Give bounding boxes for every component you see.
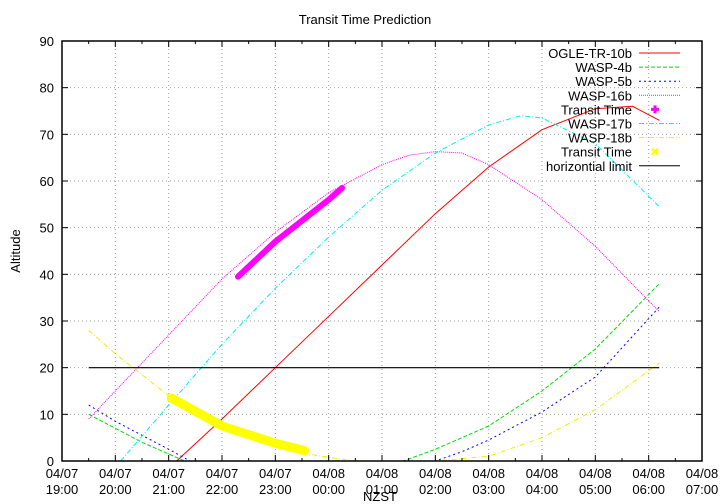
y-tick-label: 70 (40, 127, 54, 142)
plus-marker-icon (651, 105, 659, 114)
x-tick-date: 04/07 (152, 466, 185, 481)
y-tick-label: 40 (40, 267, 54, 282)
x-tick-time: 05:00 (579, 482, 612, 497)
x-tick-time: 01:00 (366, 482, 399, 497)
x-tick-time: 03:00 (472, 482, 505, 497)
x-tick-time: 02:00 (419, 482, 452, 497)
x-tick-date: 04/08 (526, 466, 559, 481)
legend-label: WASP-17b (568, 117, 632, 132)
x-tick-time: 23:00 (259, 482, 292, 497)
x-tick-time: 20:00 (99, 482, 132, 497)
x-tick-date: 04/08 (686, 466, 719, 481)
y-tick-label: 80 (40, 81, 54, 96)
y-tick-label: 60 (40, 174, 54, 189)
transit-wasp-16b (235, 185, 345, 280)
x-tick-date: 04/08 (472, 466, 505, 481)
x-tick-time: 21:00 (152, 482, 185, 497)
legend-label: WASP-18b (568, 131, 632, 146)
y-axis-label: Altitude (8, 229, 23, 272)
series-wasp-16b (88, 151, 660, 420)
x-tick-date: 04/07 (206, 466, 239, 481)
y-tick-label: 50 (40, 221, 54, 236)
series-wasp-17b (120, 115, 660, 462)
legend-label: Transit Time (561, 102, 632, 117)
series-wasp-5b (88, 306, 660, 462)
x-tick-date: 04/08 (632, 466, 665, 481)
transit-layer (166, 185, 345, 456)
x-tick-date: 04/08 (366, 466, 399, 481)
x-tick-time: 00:00 (312, 482, 345, 497)
x-tick-date: 04/07 (259, 466, 292, 481)
x-tick-time: 04:00 (526, 482, 559, 497)
x-tick-date: 04/07 (46, 466, 79, 481)
legend-label: OGLE-TR-10b (548, 46, 632, 61)
x-tick-time: 07:00 (686, 482, 719, 497)
series-ogle-tr-10b (176, 105, 660, 462)
y-tick-label: 30 (40, 314, 54, 329)
legend-label: WASP-5b (575, 74, 632, 89)
chart-title: Transit Time Prediction (299, 12, 431, 27)
x-tick-date: 04/08 (312, 466, 345, 481)
x-axis-label: NZST (363, 489, 397, 504)
cross-marker-icon (651, 147, 659, 156)
x-axis-ticks: 04/0719:0004/0720:0004/0721:0004/0722:00… (46, 41, 719, 497)
legend-label: WASP-4b (575, 60, 632, 75)
y-tick-label: 90 (40, 34, 54, 49)
series-wasp-4b (88, 283, 660, 462)
x-tick-time: 19:00 (46, 482, 79, 497)
x-tick-date: 04/08 (579, 466, 612, 481)
y-tick-label: 20 (40, 361, 54, 376)
y-tick-label: 0 (47, 454, 54, 469)
x-tick-time: 22:00 (206, 482, 239, 497)
x-tick-date: 04/07 (99, 466, 132, 481)
legend-label: horizontial limit (546, 159, 632, 174)
transit-wasp-18b (166, 393, 310, 456)
legend-label: Transit Time (561, 145, 632, 160)
legend-label: WASP-16b (568, 88, 632, 103)
legend: OGLE-TR-10bWASP-4bWASP-5bWASP-16bTransit… (546, 46, 680, 174)
x-tick-date: 04/08 (419, 466, 452, 481)
x-tick-time: 06:00 (632, 482, 665, 497)
y-axis-ticks: 0 10 20 30 40 50 60 70 80 90 (40, 34, 702, 469)
y-tick-label: 10 (40, 407, 54, 422)
